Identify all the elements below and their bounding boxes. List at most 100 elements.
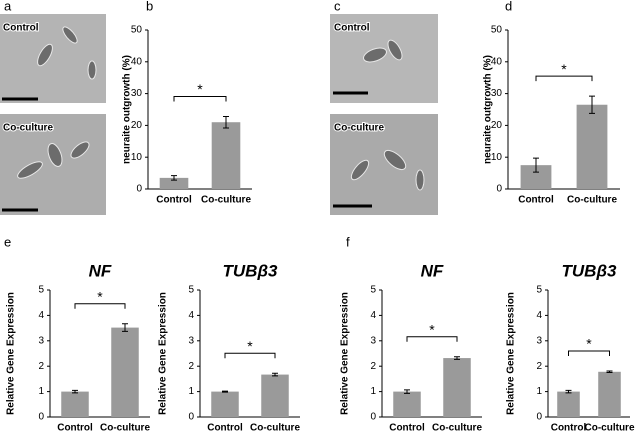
- y-tick-label: 20: [491, 120, 503, 131]
- image-label: Co-culture: [3, 123, 53, 134]
- x-tick-label: Co-culture: [250, 423, 300, 434]
- x-tick-label: Control: [57, 423, 93, 434]
- panel-label: d: [505, 0, 512, 13]
- significance-label: *: [97, 288, 103, 304]
- bar: [557, 391, 580, 417]
- y-axis-label: neuraite outgrowth (%): [122, 55, 133, 164]
- y-tick-label: 2: [38, 361, 44, 372]
- significance-label: *: [586, 336, 592, 352]
- significance-label: *: [197, 81, 203, 97]
- y-tick-label: 5: [188, 285, 194, 296]
- x-tick-label: Co-culture: [567, 195, 617, 206]
- error-bar: [404, 389, 410, 394]
- y-tick-label: 2: [188, 361, 194, 372]
- significance-bracket: [74, 303, 126, 309]
- bar: [159, 177, 189, 189]
- y-tick-label: 10: [131, 152, 143, 163]
- image-a-control: [0, 14, 106, 103]
- chart-title: TUBβ3: [223, 261, 278, 280]
- error-bar: [171, 175, 177, 181]
- y-tick-label: 40: [491, 56, 503, 67]
- image-label: Control: [334, 23, 370, 34]
- image-label: Control: [3, 23, 39, 34]
- error-bar: [223, 115, 229, 129]
- y-tick-label: 5: [370, 285, 376, 296]
- bar: [443, 358, 471, 417]
- y-tick-label: 5: [38, 285, 44, 296]
- y-tick-label: 0: [38, 412, 44, 423]
- x-tick-label: Co-culture: [585, 423, 635, 434]
- chart-title: TUBβ3: [562, 261, 617, 280]
- error-bar: [72, 389, 78, 394]
- y-tick-label: 2: [370, 361, 376, 372]
- image-c-coculture: [330, 114, 438, 215]
- x-tick-label: Control: [551, 423, 587, 434]
- panel-label: f: [346, 234, 350, 249]
- y-tick-label: 30: [131, 88, 143, 99]
- scale-bars: [2, 91, 372, 212]
- y-tick-label: 0: [370, 412, 376, 423]
- y-tick-label: 3: [38, 335, 44, 346]
- panel-label: e: [4, 234, 11, 249]
- bar: [211, 122, 241, 189]
- y-tick-label: 0: [136, 184, 142, 195]
- significance-bracket: [224, 352, 276, 359]
- y-tick-label: 2: [536, 361, 542, 372]
- micrographs: [0, 14, 438, 215]
- significance-label: *: [561, 61, 567, 77]
- y-tick-label: 3: [370, 335, 376, 346]
- significance-bracket: [173, 95, 227, 102]
- y-tick-label: 30: [491, 88, 503, 99]
- x-tick-label: Co-culture: [432, 423, 482, 434]
- y-tick-label: 50: [131, 25, 143, 36]
- y-axis-label: Relative Gene Expression: [506, 292, 517, 415]
- bar: [211, 391, 239, 417]
- significance-bracket: [535, 75, 593, 82]
- x-tick-label: Co-culture: [201, 195, 251, 206]
- image-label: Co-culture: [334, 123, 384, 134]
- y-tick-label: 4: [38, 310, 44, 321]
- error-bar: [454, 356, 460, 360]
- y-tick-label: 3: [188, 335, 194, 346]
- x-tick-label: Co-culture: [100, 423, 150, 434]
- error-bar: [589, 95, 595, 114]
- y-tick-label: 20: [131, 120, 143, 131]
- chart-title: NF: [421, 261, 444, 280]
- bar: [520, 165, 552, 189]
- image-a-coculture: [0, 114, 106, 215]
- chart-title: NF: [89, 261, 112, 280]
- y-tick-label: 1: [536, 386, 542, 397]
- y-tick-label: 1: [38, 386, 44, 397]
- panel-label: b: [146, 0, 153, 13]
- y-axis-label: Relative Gene Expression: [6, 292, 17, 415]
- y-axis-label: neuraite outgrowth (%): [483, 55, 494, 164]
- image-c-control: [330, 14, 438, 103]
- error-bar: [122, 323, 128, 332]
- y-axis-label: Relative Gene Expression: [158, 292, 169, 415]
- y-tick-label: 1: [188, 386, 194, 397]
- y-tick-label: 3: [536, 335, 542, 346]
- bar: [61, 391, 89, 417]
- error-bar: [272, 372, 278, 377]
- y-tick-label: 10: [491, 152, 503, 163]
- error-bar: [222, 390, 228, 393]
- panel-label: c: [334, 0, 341, 13]
- error-bar: [565, 389, 572, 394]
- bar: [111, 327, 139, 417]
- bar: [393, 391, 421, 417]
- bar: [261, 374, 289, 417]
- bar: [576, 104, 608, 189]
- x-tick-label: Control: [389, 423, 425, 434]
- y-tick-label: 0: [536, 412, 542, 423]
- error-bar: [606, 370, 613, 374]
- significance-label: *: [247, 338, 253, 354]
- x-tick-label: Control: [207, 423, 243, 434]
- x-tick-label: Control: [156, 195, 192, 206]
- y-tick-label: 4: [370, 310, 376, 321]
- panel-label: a: [4, 0, 12, 13]
- y-tick-label: 4: [188, 310, 194, 321]
- significance-label: *: [429, 322, 435, 338]
- cells: [17, 26, 425, 191]
- y-tick-label: 1: [370, 386, 376, 397]
